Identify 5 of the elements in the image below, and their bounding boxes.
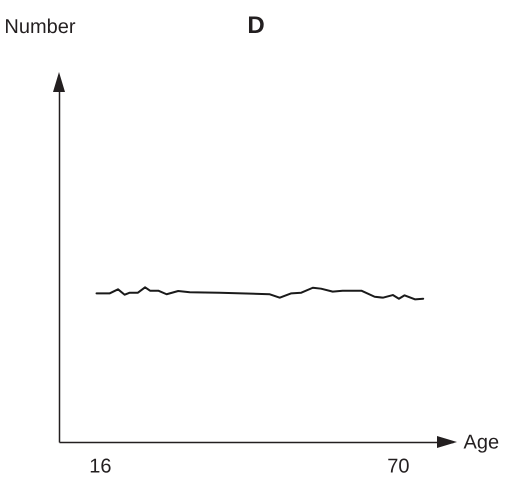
x-tick-label: 16 — [89, 456, 112, 478]
x-tick-label: 70 — [387, 456, 410, 478]
chart-title: D — [246, 12, 266, 40]
text: Number — [3, 16, 77, 39]
x-axis-title: Age — [464, 432, 500, 454]
